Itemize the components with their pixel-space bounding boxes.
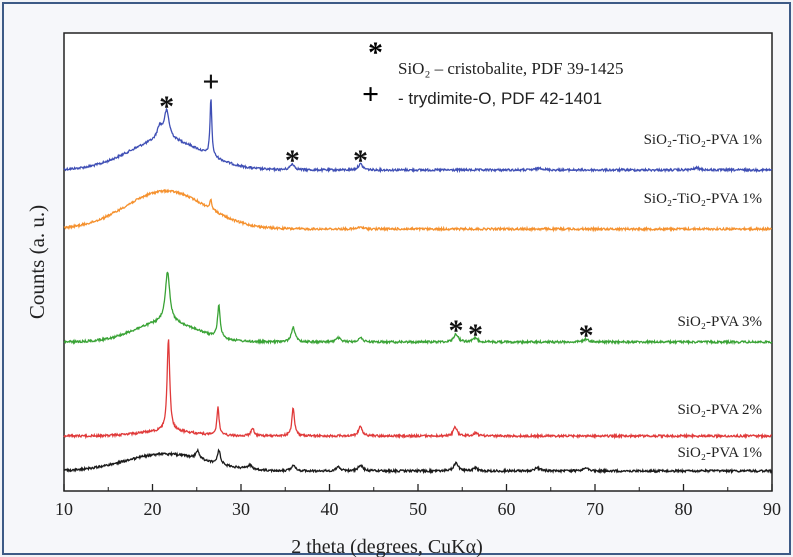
- cristobalite-marker-2: *: [285, 144, 300, 177]
- x-axis: 10 20 30 40 50 60 70 80 90: [55, 484, 781, 519]
- x-tick-label-8: 90: [763, 499, 781, 519]
- series-layer: [63, 99, 773, 475]
- cristobalite-marker-4: *: [449, 314, 464, 347]
- series-label-layer: SiO₂-TiO₂-PVA 1% SiO₂-TiO₂-PVA 1% SiO₂-PVA…: [644, 132, 762, 461]
- series-line-2: [63, 271, 773, 346]
- cristobalite-marker-6: *: [579, 319, 594, 352]
- annotation-layer: *+* ** * *: [159, 65, 593, 352]
- x-tick-label-6: 70: [586, 499, 604, 519]
- series-line-3: [63, 339, 772, 440]
- series-label-1: SiO₂-TiO₂-PVA 1%: [644, 191, 762, 207]
- legend: * SiO₂ – cristobalite, PDF 39-1425 + - t…: [362, 36, 624, 111]
- x-tick-label-0: 10: [55, 499, 73, 519]
- x-tick-label-3: 40: [321, 499, 339, 519]
- x-axis-label: 2 theta (degrees, CuKα): [291, 536, 483, 557]
- series-line-4: [63, 447, 773, 475]
- series-line-1: [63, 188, 772, 233]
- series-label-4: SiO₂-PVA 1%: [677, 445, 762, 461]
- x-tick-label-2: 30: [232, 499, 250, 519]
- tridymite-marker-1: +: [202, 65, 219, 98]
- plot-area: [63, 32, 773, 492]
- y-axis-label: Counts (a. u.): [25, 205, 49, 319]
- legend-star-text: SiO₂ – cristobalite, PDF 39-1425: [398, 59, 624, 78]
- series-line-0: [63, 99, 773, 174]
- cristobalite-marker-5: *: [468, 318, 483, 351]
- x-tick-label-4: 50: [409, 499, 427, 519]
- series-label-3: SiO₂-PVA 2%: [677, 402, 762, 418]
- x-tick-label-5: 60: [498, 499, 516, 519]
- x-tick-label-1: 20: [144, 499, 162, 519]
- series-label-0: SiO₂-TiO₂-PVA 1%: [644, 132, 762, 148]
- legend-star-symbol: *: [368, 36, 383, 69]
- series-label-2: SiO₂-PVA 3%: [677, 314, 762, 330]
- x-tick-label-7: 80: [675, 499, 693, 519]
- cristobalite-marker-0: *: [159, 90, 174, 123]
- cristobalite-marker-3: *: [353, 144, 368, 177]
- legend-plus-symbol: +: [362, 78, 379, 111]
- legend-plus-text: - trydimite-O, PDF 42-1401: [398, 89, 602, 108]
